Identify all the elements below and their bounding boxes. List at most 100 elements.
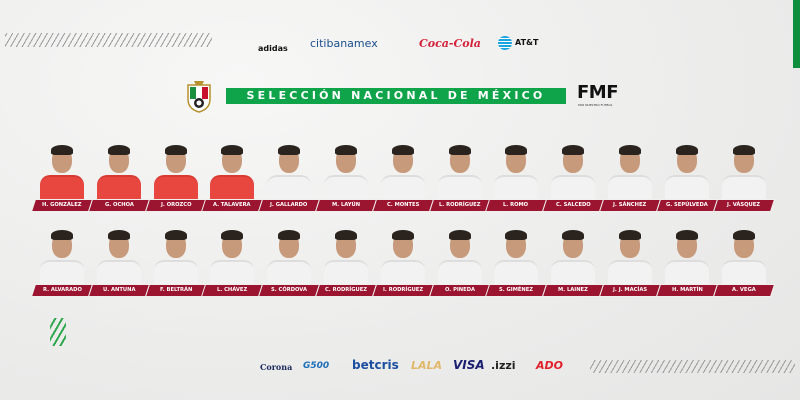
player-name: A. TALAVERA bbox=[213, 202, 252, 208]
sponsor-logo-corona: Corona bbox=[260, 362, 293, 372]
player-card: R. ALVARADO bbox=[31, 227, 93, 297]
player-photo bbox=[318, 227, 374, 285]
player-card: J. SÁNCHEZ bbox=[599, 142, 661, 212]
player-name-label: M. LAINEZ bbox=[542, 284, 605, 297]
player-card: A. TALAVERA bbox=[201, 142, 264, 212]
player-card: I. RODRÍGUEZ bbox=[371, 227, 434, 297]
player-name-label: J. J. MACÍAS bbox=[599, 284, 661, 297]
player-card: L. RODRÍGUEZ bbox=[428, 142, 491, 212]
player-card: C. RODRÍGUEZ bbox=[315, 227, 377, 297]
player-name-label: L. CHÁVEZ bbox=[201, 284, 264, 297]
player-photo bbox=[488, 142, 544, 200]
player-photo bbox=[716, 142, 772, 200]
player-photo bbox=[148, 142, 204, 200]
att-globe-icon bbox=[498, 36, 512, 50]
player-name-label: G. OCHOA bbox=[87, 199, 150, 212]
player-name: M. LAYÚN bbox=[331, 202, 361, 208]
player-card: S. GIMÉNEZ bbox=[485, 227, 548, 297]
player-photo bbox=[716, 227, 772, 285]
player-name: H. MARTÍN bbox=[671, 287, 703, 293]
fmf-subtitle: POR NUESTRO FÚTBOL bbox=[578, 103, 613, 107]
player-card: J. GALLARDO bbox=[258, 142, 321, 212]
player-name-label: C. MONTES bbox=[371, 199, 434, 212]
player-name-label: A. TALAVERA bbox=[201, 199, 264, 212]
player-name-label: S. CÓRDOVA bbox=[258, 284, 321, 297]
decorative-stripes-green bbox=[50, 318, 66, 346]
player-card: F. BELTRÁN bbox=[144, 227, 207, 297]
player-name-label: J. SÁNCHEZ bbox=[599, 199, 661, 212]
decorative-stripes-top-left bbox=[5, 33, 212, 47]
green-edge-bar bbox=[793, 0, 800, 68]
fmf-logo: FMF bbox=[577, 82, 619, 103]
player-name: C. SALCEDO bbox=[555, 202, 591, 208]
player-card: C. MONTES bbox=[371, 142, 434, 212]
player-name: L. ROMO bbox=[503, 202, 529, 208]
player-name-label: S. GIMÉNEZ bbox=[485, 284, 548, 297]
player-card: L. CHÁVEZ bbox=[201, 227, 264, 297]
player-photo bbox=[148, 227, 204, 285]
sponsor-logo-izzi: .izzi bbox=[491, 359, 516, 372]
player-name: J. OROZCO bbox=[160, 202, 191, 208]
player-photo bbox=[261, 227, 317, 285]
player-card: J. J. MACÍAS bbox=[599, 227, 661, 297]
player-card: G. OCHOA bbox=[87, 142, 150, 212]
player-card: H. GONZÁLEZ bbox=[31, 142, 93, 212]
player-name-label: L. ROMO bbox=[485, 199, 548, 212]
player-name-label: J. GALLARDO bbox=[258, 199, 321, 212]
player-name: O. PINEDA bbox=[444, 287, 475, 293]
player-name-label: G. SEPÚLVEDA bbox=[655, 199, 718, 212]
player-name-label: F. BELTRÁN bbox=[144, 284, 207, 297]
player-card: A. VEGA bbox=[712, 227, 775, 297]
player-card: H. MARTÍN bbox=[655, 227, 718, 297]
player-name-label: U. ANTUNA bbox=[87, 284, 150, 297]
player-photo bbox=[204, 142, 260, 200]
player-name: I. RODRÍGUEZ bbox=[382, 287, 423, 293]
player-name: S. GIMÉNEZ bbox=[499, 287, 534, 293]
player-photo bbox=[545, 227, 601, 285]
player-name-label: L. RODRÍGUEZ bbox=[428, 199, 491, 212]
player-card: J. OROZCO bbox=[144, 142, 207, 212]
player-name: J. J. MACÍAS bbox=[612, 287, 648, 293]
player-name: R. ALVARADO bbox=[42, 287, 82, 293]
player-name: U. ANTUNA bbox=[102, 287, 136, 293]
player-name-label: H. MARTÍN bbox=[655, 284, 718, 297]
player-name: L. CHÁVEZ bbox=[217, 287, 248, 293]
player-photo bbox=[34, 227, 90, 285]
player-name-label: C. RODRÍGUEZ bbox=[315, 284, 377, 297]
player-card: O. PINEDA bbox=[428, 227, 491, 297]
sponsor-logo-adidas: adidas bbox=[258, 44, 288, 53]
player-photo bbox=[602, 142, 658, 200]
sponsor-logo-ado: ADO bbox=[536, 359, 563, 372]
sponsor-logo-g500: G500 bbox=[303, 361, 330, 371]
player-card: M. LAYÚN bbox=[315, 142, 377, 212]
player-name: J. GALLARDO bbox=[270, 202, 308, 208]
player-name-label: A. VEGA bbox=[712, 284, 775, 297]
player-photo bbox=[375, 142, 431, 200]
player-card: M. LAINEZ bbox=[542, 227, 605, 297]
player-name-label: J. VÁSQUEZ bbox=[712, 199, 775, 212]
player-card: C. SALCEDO bbox=[542, 142, 605, 212]
decorative-stripes-bottom-right bbox=[590, 360, 795, 373]
player-photo bbox=[91, 227, 147, 285]
player-card: J. VÁSQUEZ bbox=[712, 142, 775, 212]
sponsor-logo-visa: VISA bbox=[453, 358, 485, 372]
player-name-label: H. GONZÁLEZ bbox=[31, 199, 93, 212]
player-name-label: R. ALVARADO bbox=[31, 284, 93, 297]
player-name: L. RODRÍGUEZ bbox=[438, 202, 481, 208]
sponsor-logo-citibanamex: citibanamex bbox=[310, 37, 378, 50]
player-name: J. VÁSQUEZ bbox=[727, 202, 761, 208]
sponsor-logo-coca-cola: Coca-Cola bbox=[419, 37, 481, 50]
player-photo bbox=[659, 142, 715, 200]
player-name: F. BELTRÁN bbox=[159, 287, 192, 293]
player-photo bbox=[261, 142, 317, 200]
player-name-label: O. PINEDA bbox=[428, 284, 491, 297]
player-photo bbox=[432, 227, 488, 285]
player-photo bbox=[34, 142, 90, 200]
player-card: U. ANTUNA bbox=[87, 227, 150, 297]
player-photo bbox=[488, 227, 544, 285]
page-title: SELECCIÓN NACIONAL DE MÉXICO bbox=[226, 88, 566, 104]
player-name: A. VEGA bbox=[731, 287, 756, 293]
player-card: L. ROMO bbox=[485, 142, 548, 212]
player-photo bbox=[318, 142, 374, 200]
player-name: S. CÓRDOVA bbox=[271, 287, 308, 293]
